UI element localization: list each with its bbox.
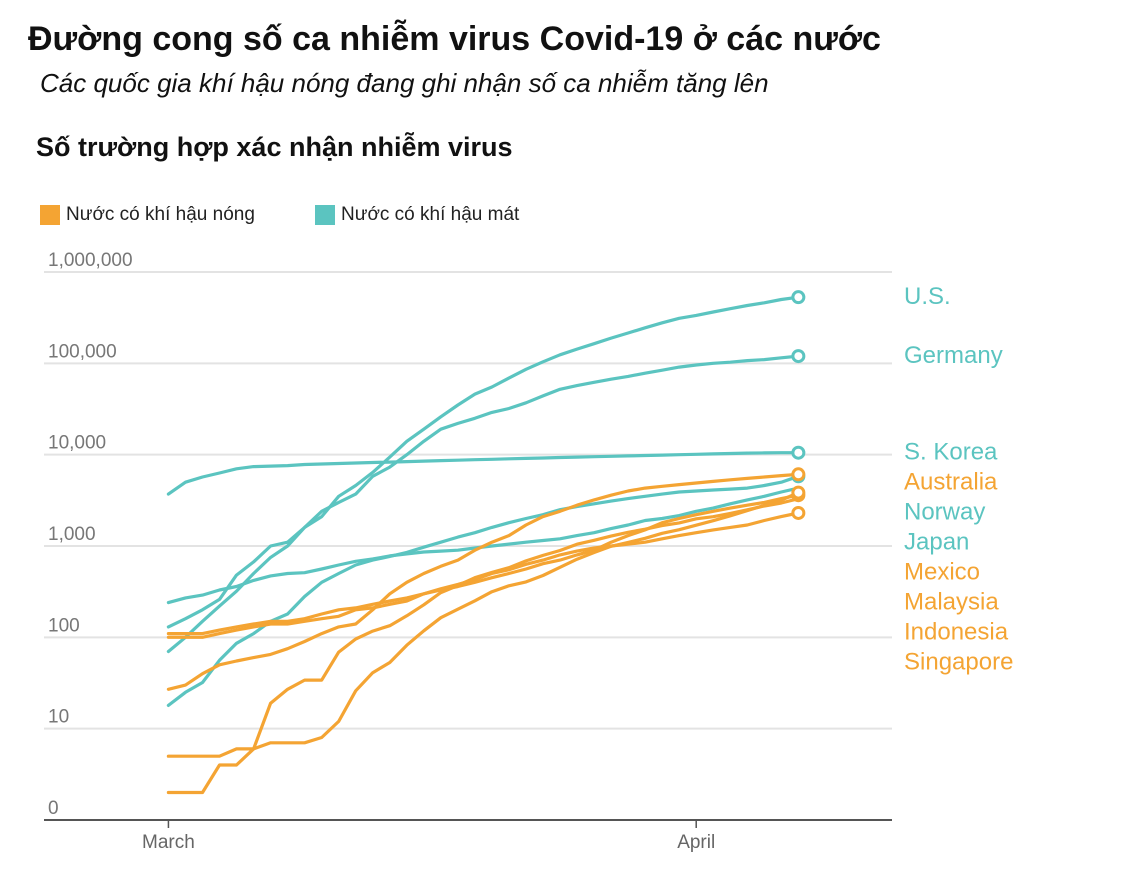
- series-line-australia: [166, 472, 800, 691]
- chart-title: Đường cong số ca nhiễm virus Covid-19 ở …: [28, 20, 881, 58]
- series-label: Indonesia: [904, 619, 1009, 646]
- chart-subtitle: Các quốc gia khí hậu nóng đang ghi nhận …: [40, 68, 769, 98]
- series-line-malaysia: [166, 493, 800, 639]
- series-end-marker: [791, 467, 806, 482]
- series-line-indonesia: [166, 497, 800, 795]
- legend-label-warm: Nước có khí hậu nóng: [66, 204, 255, 225]
- y-tick-label: 10,000: [48, 433, 106, 454]
- series-label: Malaysia: [904, 589, 999, 616]
- series-line-germany: [166, 354, 800, 629]
- series-end-marker: [791, 505, 806, 520]
- series-line-mexico: [166, 491, 800, 758]
- x-tick-label: April: [677, 832, 715, 853]
- series-line-s-korea: [166, 451, 800, 496]
- y-tick-label: 1,000: [48, 524, 96, 545]
- series-label: Germany: [904, 342, 1003, 369]
- series-label: S. Korea: [904, 439, 998, 466]
- legend-label-cool: Nước có khí hậu mát: [341, 204, 520, 225]
- legend-swatch-cool: [315, 205, 335, 225]
- series-label: Mexico: [904, 559, 980, 586]
- y-tick-label: 100: [48, 615, 80, 636]
- series-label: Japan: [904, 529, 969, 556]
- series-end-marker: [791, 445, 806, 460]
- series-end-marker: [791, 485, 806, 500]
- legend-item-cool: Nước có khí hậu mát: [315, 204, 519, 226]
- series-label: Norway: [904, 499, 985, 526]
- y-tick-label: 100,000: [48, 341, 117, 362]
- y-tick-label: 1,000,000: [48, 250, 133, 271]
- y-tick-label: 0: [48, 798, 59, 819]
- chart-heading: Số trường hợp xác nhận nhiễm virus: [36, 132, 513, 162]
- series-line-u-s-: [166, 295, 800, 654]
- series-end-marker: [791, 349, 806, 364]
- x-tick-label: March: [142, 832, 195, 853]
- series-label: Australia: [904, 469, 998, 496]
- legend-item-warm: Nước có khí hậu nóng: [40, 204, 255, 226]
- series-label: U.S.: [904, 283, 951, 310]
- legend-swatch-warm: [40, 205, 60, 225]
- series-end-marker: [791, 290, 806, 305]
- y-tick-label: 10: [48, 707, 69, 728]
- series-line-singapore: [166, 511, 800, 636]
- series-label: Singapore: [904, 649, 1013, 676]
